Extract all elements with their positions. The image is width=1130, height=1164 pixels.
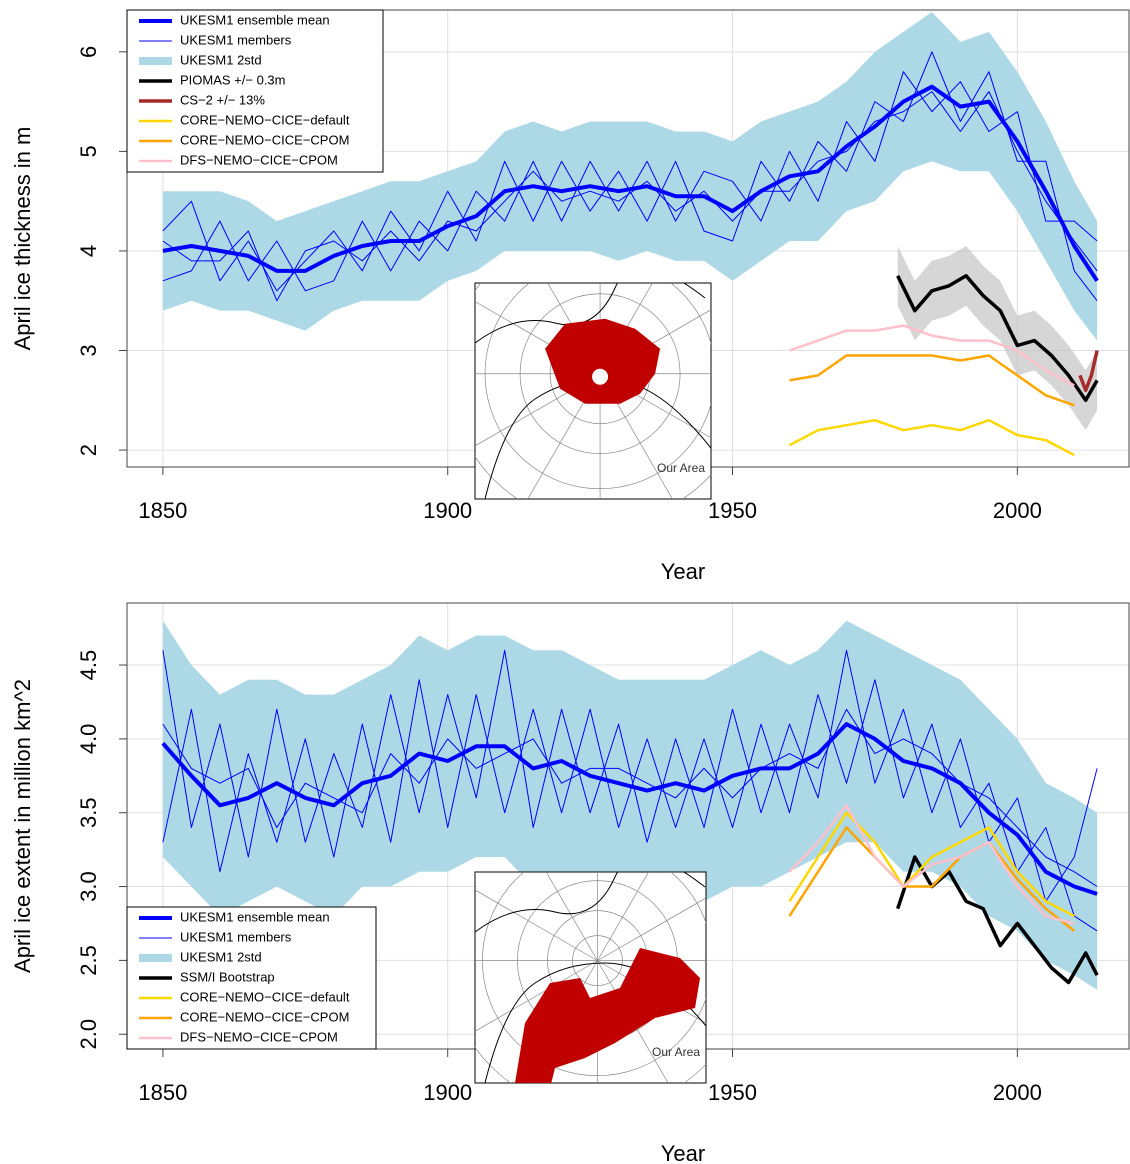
y-tick-label: 4.0 bbox=[76, 724, 101, 755]
plot-area bbox=[162, 11, 1099, 457]
legend-label: CORE−NEMO−CICE−CPOM bbox=[180, 132, 349, 147]
legend: UKESM1 ensemble mean UKESM1 members UKESM1… bbox=[126, 906, 377, 1050]
series-line bbox=[788, 811, 1075, 918]
meridian bbox=[545, 872, 598, 961]
legend-label: UKESM1 2std bbox=[180, 949, 262, 964]
y-tick-label: 5 bbox=[76, 145, 101, 157]
legend-label: CORE−NEMO−CICE−default bbox=[180, 112, 350, 127]
inset-label: Our Area bbox=[652, 1045, 700, 1059]
meridian bbox=[475, 960, 598, 1032]
inset-map: Our Area bbox=[474, 871, 707, 1084]
series-line bbox=[788, 804, 1075, 925]
ice-region bbox=[545, 318, 661, 404]
x-axis-title: Year bbox=[661, 559, 705, 584]
inset-map: Our Area bbox=[474, 282, 712, 500]
x-tick-label: 1950 bbox=[708, 1080, 757, 1105]
meridian bbox=[597, 872, 649, 961]
member-line bbox=[162, 708, 1098, 887]
x-tick-label: 1950 bbox=[708, 498, 757, 523]
x-tick-label: 2000 bbox=[993, 1080, 1042, 1105]
y-tick-label: 3 bbox=[76, 344, 101, 356]
y-tick-label: 4 bbox=[76, 245, 101, 257]
pole-hole bbox=[592, 368, 609, 385]
x-axis-title: Year bbox=[661, 1141, 705, 1164]
legend-label: UKESM1 2std bbox=[180, 52, 262, 67]
legend-label: DFS−NEMO−CICE−CPOM bbox=[180, 1029, 338, 1044]
inset-content bbox=[475, 872, 706, 1083]
series-line bbox=[788, 418, 1075, 457]
std-band bbox=[162, 620, 1098, 990]
y-tick-label: 3.0 bbox=[76, 871, 101, 902]
y-tick-label: 2.0 bbox=[76, 1019, 101, 1050]
legend-label: SSM/I Bootstrap bbox=[180, 969, 275, 984]
error-band bbox=[897, 245, 1098, 431]
y-axis-title: April ice extent in million km^2 bbox=[10, 679, 35, 973]
legend-label: UKESM1 ensemble mean bbox=[180, 909, 330, 924]
legend-label: UKESM1 ensemble mean bbox=[180, 12, 330, 27]
coastline bbox=[475, 872, 706, 1083]
mean-line bbox=[162, 84, 1099, 282]
legend-label: CS−2 +/− 13% bbox=[180, 92, 265, 107]
std-band bbox=[162, 11, 1098, 341]
inset-content bbox=[475, 283, 711, 499]
y-axis-title: April ice thickness in m bbox=[10, 127, 35, 351]
legend-label: CORE−NEMO−CICE−default bbox=[180, 989, 350, 1004]
y-tick-label: 3.5 bbox=[76, 797, 101, 828]
legend-label: PIOMAS +/− 0.3m bbox=[180, 72, 286, 87]
mean-line bbox=[161, 722, 1098, 896]
meridian bbox=[597, 960, 669, 1083]
series-line bbox=[789, 354, 1075, 407]
legend-label: UKESM1 members bbox=[180, 929, 292, 944]
legend-label: CORE−NEMO−CICE−CPOM bbox=[180, 1009, 349, 1024]
inset-label: Our Area bbox=[657, 461, 705, 475]
x-tick-label: 1850 bbox=[138, 498, 187, 523]
ice-region bbox=[515, 948, 700, 1083]
series-line bbox=[788, 826, 1076, 932]
y-tick-label: 6 bbox=[76, 46, 101, 58]
y-tick-label: 4.5 bbox=[76, 650, 101, 681]
series-line bbox=[1078, 350, 1099, 393]
x-tick-label: 1900 bbox=[423, 1080, 472, 1105]
y-tick-label: 2 bbox=[76, 444, 101, 456]
member-line bbox=[162, 91, 1098, 302]
meridian bbox=[597, 897, 706, 961]
legend: UKESM1 ensemble mean UKESM1 members UKESM1… bbox=[126, 9, 384, 173]
legend-label: DFS−NEMO−CICE−CPOM bbox=[180, 152, 338, 167]
legend-box bbox=[126, 9, 384, 173]
plot-area bbox=[161, 620, 1099, 990]
x-tick-label: 1850 bbox=[138, 1080, 187, 1105]
x-tick-label: 2000 bbox=[993, 498, 1042, 523]
y-tick-label: 2.5 bbox=[76, 945, 101, 976]
meridian bbox=[475, 889, 598, 961]
series-line bbox=[789, 324, 1075, 387]
series-line bbox=[896, 274, 1099, 403]
x-tick-label: 1900 bbox=[423, 498, 472, 523]
legend-label: UKESM1 members bbox=[180, 32, 292, 47]
